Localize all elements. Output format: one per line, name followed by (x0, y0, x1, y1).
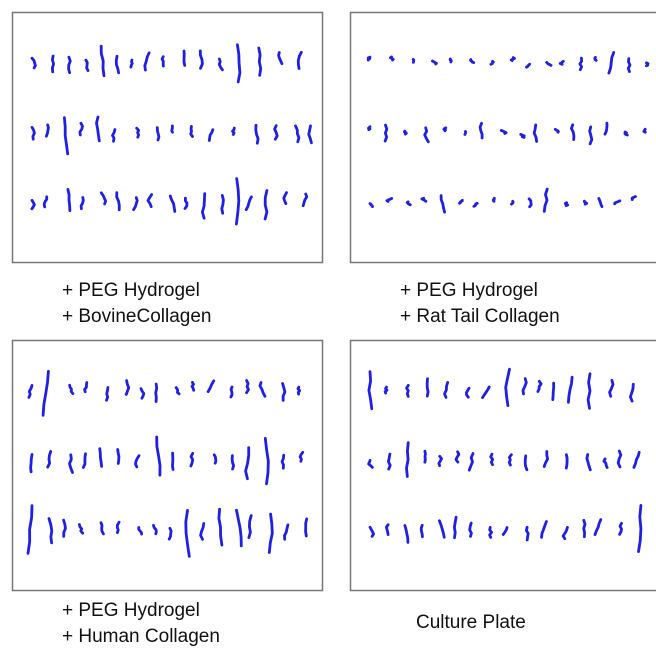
caption-line: + BovineCollagen (62, 304, 211, 330)
cell-trace (385, 125, 387, 141)
cell-trace (298, 387, 300, 394)
cell-trace (259, 48, 261, 75)
cell-trace (107, 388, 108, 401)
panel-frame (13, 341, 323, 591)
cell-trace (584, 520, 585, 536)
cell-trace (156, 384, 157, 402)
cell-trace (233, 128, 235, 134)
cell-trace (511, 201, 513, 204)
cell-trace (521, 134, 525, 137)
cell-trace (425, 451, 426, 462)
cell-trace (137, 128, 139, 137)
cell-trace (509, 455, 511, 465)
cell-trace (407, 385, 409, 396)
cell-trace (646, 63, 648, 66)
cell-trace (172, 126, 173, 132)
cell-trace (69, 57, 71, 72)
caption-line: + Rat Tail Collagen (400, 304, 560, 330)
cell-trace (628, 59, 630, 72)
caption-line: + PEG Hydrogel (62, 278, 200, 304)
cell-trace (491, 454, 493, 465)
cell-trace (131, 60, 132, 67)
cell-trace (566, 455, 567, 468)
caption-line: Culture Plate (416, 610, 526, 636)
cell-trace (413, 59, 414, 62)
cell-trace (157, 128, 159, 140)
cell-trace (282, 455, 284, 468)
cell-trace (584, 201, 586, 204)
cell-trace (470, 523, 472, 536)
cell-trace (493, 198, 494, 201)
cell-trace (444, 128, 446, 131)
cell-trace (173, 453, 174, 469)
cell-trace (490, 527, 492, 537)
cell-trace (526, 527, 528, 540)
cell-trace (231, 387, 232, 397)
cell-trace (31, 455, 32, 472)
cell-trace (86, 60, 88, 71)
panel-frame (351, 13, 656, 263)
cell-trace (590, 127, 592, 144)
cell-trace (407, 443, 409, 477)
cell-trace (370, 204, 372, 207)
caption-line: + Human Collagen (62, 624, 220, 650)
cell-trace (427, 379, 428, 396)
cell-trace (52, 56, 53, 72)
cell-trace (553, 383, 554, 399)
cell-trace (191, 126, 193, 136)
cell-trace (644, 129, 645, 132)
cell-trace (385, 387, 387, 393)
cell-trace (247, 381, 249, 393)
cell-trace (625, 132, 627, 135)
figure: + PEG Hydrogel + BovineCollagen + PEG Hy… (0, 0, 656, 650)
cell-trace (46, 125, 48, 136)
panel-frame (351, 341, 656, 591)
cell-trace (100, 449, 102, 467)
cell-trace (191, 453, 193, 466)
cell-trace (214, 455, 216, 463)
cell-trace (369, 127, 371, 130)
cell-trace (386, 525, 388, 535)
cell-trace (162, 57, 163, 66)
cell-trace (565, 203, 567, 206)
cell-trace (192, 382, 194, 390)
cell-trace (450, 59, 451, 62)
cell-trace (404, 131, 406, 134)
caption-line: + PEG Hydrogel (400, 278, 538, 304)
cell-trace (101, 523, 103, 534)
cell-trace (184, 51, 185, 65)
cell-trace (169, 528, 171, 539)
cell-trace (595, 57, 596, 60)
cell-trace (306, 519, 307, 536)
caption-line: + PEG Hydrogel (62, 598, 200, 624)
cell-trace (388, 454, 390, 469)
cell-trace (232, 456, 234, 469)
cell-trace (222, 195, 224, 213)
cell-trace (368, 57, 370, 60)
cell-trace (491, 61, 493, 64)
cell-trace (460, 200, 463, 203)
cell-trace (465, 132, 466, 135)
cell-trace (474, 203, 477, 206)
cell-trace (118, 450, 119, 464)
cell-trace (421, 525, 422, 536)
